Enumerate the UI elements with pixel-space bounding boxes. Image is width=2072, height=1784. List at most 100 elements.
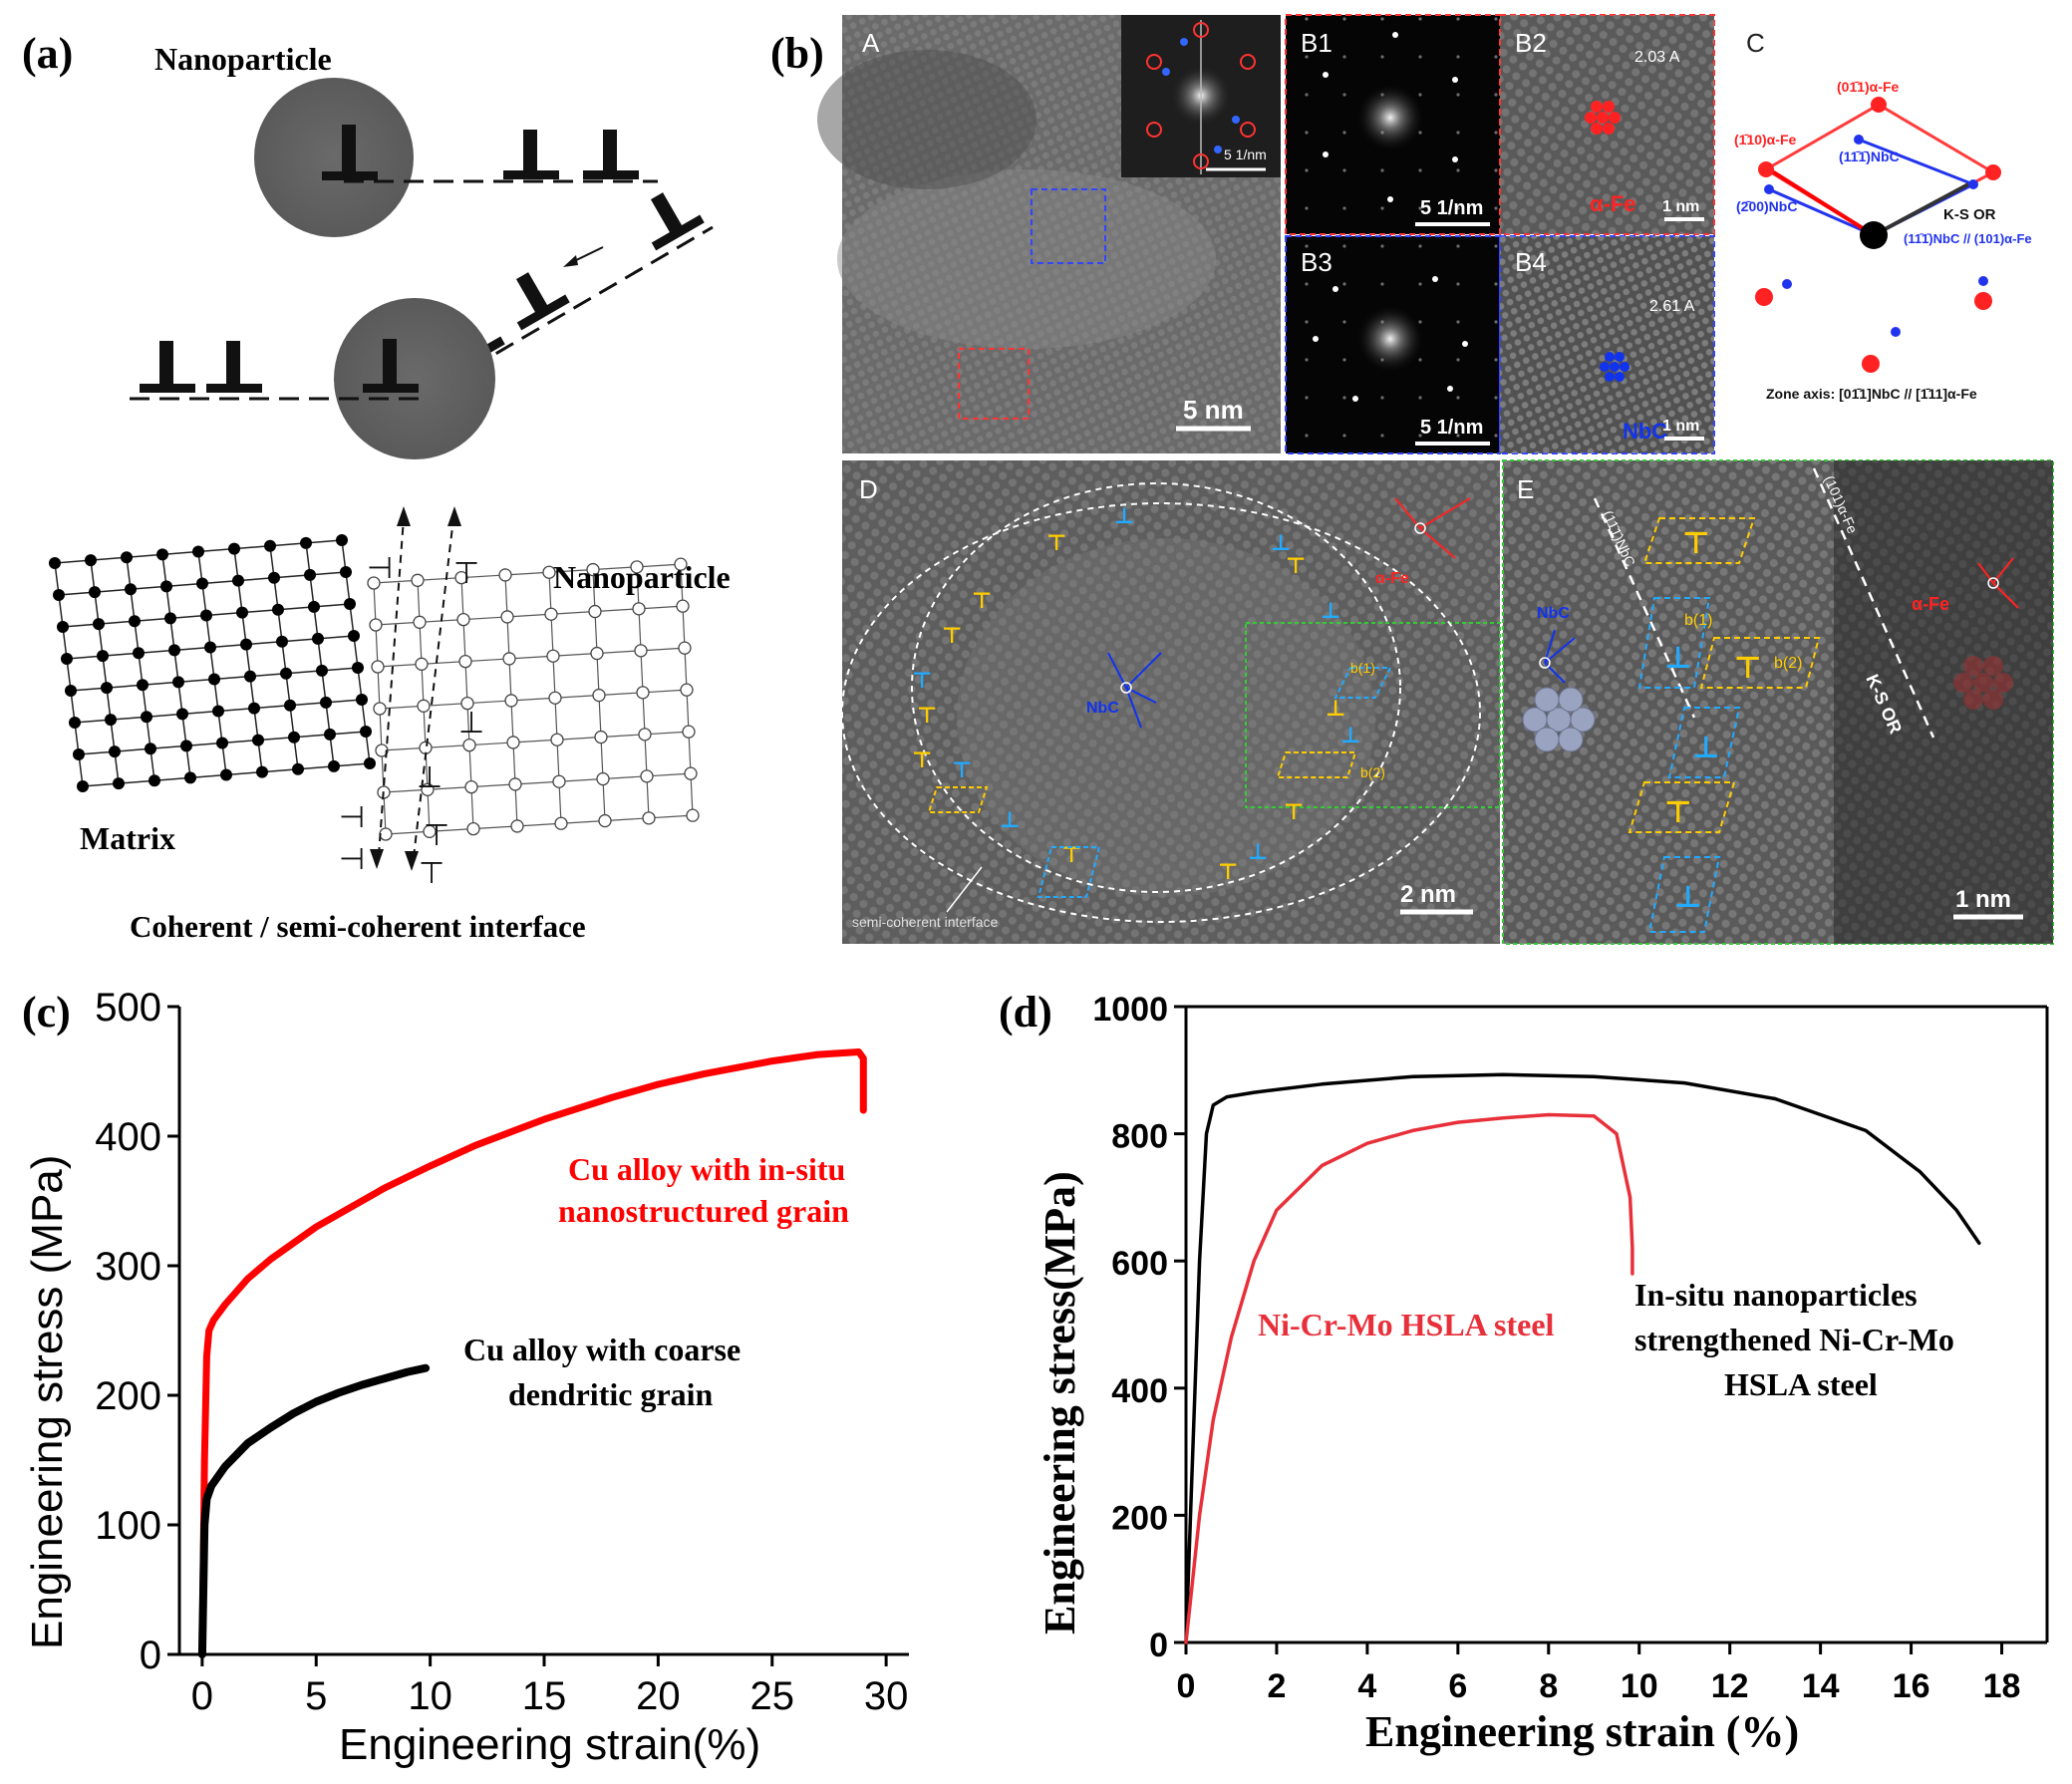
matrix-atom: [77, 780, 89, 792]
d-burgers-b2: b(2): [1360, 764, 1385, 780]
panel-b-label: (b): [770, 29, 824, 78]
svg-text:⊥: ⊥: [1000, 808, 1020, 833]
particle-atom: [458, 654, 472, 669]
particle-atom: [636, 686, 650, 700]
panel-b: (b) 5 1/nm A 5 nm B1 5 1/nm: [770, 14, 2054, 945]
nanoparticle-bottom: [334, 298, 495, 459]
series-line-1: [198, 1048, 867, 1658]
matrix-atom: [292, 762, 304, 775]
matrix-atom: [141, 711, 152, 724]
particle-atom: [466, 821, 480, 836]
svg-text:⊤: ⊤: [912, 669, 932, 694]
particle-atom: [423, 824, 437, 838]
scale-A: 5 nm: [1183, 395, 1244, 425]
sublabel-B3: B3: [1301, 247, 1332, 277]
x-tick-label: 10: [408, 1674, 452, 1718]
arrow-down-1: [370, 849, 384, 869]
matrix-atom: [97, 650, 109, 663]
legend-nano-line1: Cu alloy with in-situ: [568, 1151, 845, 1187]
particle-atom: [411, 573, 425, 587]
matrix-atom: [252, 734, 264, 746]
scale-B4: 1 nm: [1662, 418, 1699, 435]
panel-a: (a) Nanoparticle: [22, 29, 731, 944]
y-tick-label: 200: [1111, 1499, 1168, 1537]
svg-text:⊣: ⊣: [339, 800, 365, 835]
matrix-atom: [240, 638, 252, 651]
svg-text:⊤: ⊤: [942, 624, 962, 649]
matrix-atom: [220, 768, 232, 781]
particle-atom: [542, 565, 556, 579]
chart-d-axes: 0 2 4 6 8 10 12 14 16 18 0 200 400 600 800 1000: [1092, 991, 2049, 1705]
e-axes-nbc: NbC: [1537, 605, 1576, 684]
x-tick-label: 18: [1983, 1667, 2021, 1705]
arrow-up-1: [397, 506, 411, 526]
particle-atom: [590, 646, 604, 661]
x-tick-label: 8: [1539, 1667, 1558, 1705]
legend-coarse-line2: dendritic grain: [508, 1376, 714, 1412]
particle-lattice-row: [377, 647, 686, 668]
matrix-atom: [73, 748, 85, 760]
matrix-atom: [160, 580, 172, 593]
particle-atom: [460, 696, 474, 711]
or-diagram-C: C (01̄1)α-Fe (1̄10)α-Fe (11̄1̄)NbC (2̄00…: [1734, 28, 2032, 402]
d-dislocations: ⊥⊥ ⊤⊤ ⊤ ⊥ ⊤⊤ ⊤⊤ ⊤⊥ ⊤⊤ ⊥⊤ ⊥⊥: [912, 504, 1360, 885]
e-axes-fe: α-Fe: [1912, 557, 2019, 614]
svg-text:⊤: ⊤: [1061, 843, 1081, 868]
matrix-atom: [168, 644, 180, 657]
matrix-atom: [184, 771, 196, 784]
particle-lattice-row: [383, 772, 692, 793]
y-tick-label: 500: [95, 986, 161, 1030]
matrix-atom: [125, 583, 137, 596]
scale-B1: 5 1/nm: [1420, 197, 1483, 219]
svg-text:⊤: ⊤: [1284, 800, 1304, 825]
panel-d-label: (d): [999, 988, 1052, 1037]
e-nbc-atoms: [1522, 687, 1596, 752]
matrix-atom: [364, 756, 376, 769]
x-tick-label: 5: [305, 1674, 327, 1718]
dislocation-symbols-bottom: [140, 339, 419, 393]
chart-d-series: [1184, 1072, 1981, 1644]
matrix-atom: [192, 545, 204, 558]
particle-atom: [544, 607, 558, 621]
matrix-atom: [176, 708, 188, 721]
matrix-atom: [236, 606, 248, 619]
box-blue-A: [1031, 188, 1106, 264]
particle-atom: [594, 730, 608, 744]
matrix-atom: [328, 759, 340, 772]
particle-atom: [630, 560, 644, 574]
svg-text:⊥: ⊥: [1692, 731, 1719, 765]
legend-nano-steel-line3: HSLA steel: [1724, 1366, 1878, 1402]
particle-atom: [506, 736, 520, 749]
particle-atom: [638, 728, 652, 742]
particle-atom: [369, 618, 383, 632]
matrix-atom: [360, 725, 372, 738]
matrix-atom: [248, 702, 260, 715]
svg-text:⊤: ⊤: [1682, 526, 1709, 561]
legend-steel: Ni-Cr-Mo HSLA steel: [1258, 1307, 1555, 1342]
matrix-atom: [352, 661, 364, 674]
x-tick-label: 12: [1711, 1667, 1749, 1705]
matrix-atom: [148, 774, 160, 787]
particle-lattice-row: [385, 814, 694, 835]
particle-atom: [548, 691, 562, 705]
particle-atom: [682, 725, 696, 739]
x-tick-label: 15: [522, 1674, 567, 1718]
sublabel-E: E: [1517, 474, 1534, 504]
svg-text:⊥: ⊥: [1271, 531, 1291, 556]
sublabel-B2: B2: [1515, 28, 1547, 58]
legend-coarse-line1: Cu alloy with coarse: [463, 1332, 740, 1367]
particle-atom: [684, 766, 698, 780]
svg-text:⊤: ⊤: [1734, 651, 1761, 686]
d-ylabel: Engineering stress(MPa): [1036, 1171, 1084, 1635]
particle-atom: [462, 738, 476, 752]
inset-scale: 5 1/nm: [1224, 147, 1267, 162]
particle-lattice-row: [381, 731, 690, 751]
c-plane-011: (01̄1)α-Fe: [1837, 79, 1900, 95]
y-tick-label: 800: [1111, 1118, 1168, 1156]
scale-D: 2 nm: [1400, 881, 1456, 908]
x-tick-label: 20: [636, 1674, 681, 1718]
x-tick-label: 2: [1267, 1667, 1286, 1705]
x-tick-label: 25: [750, 1674, 795, 1718]
